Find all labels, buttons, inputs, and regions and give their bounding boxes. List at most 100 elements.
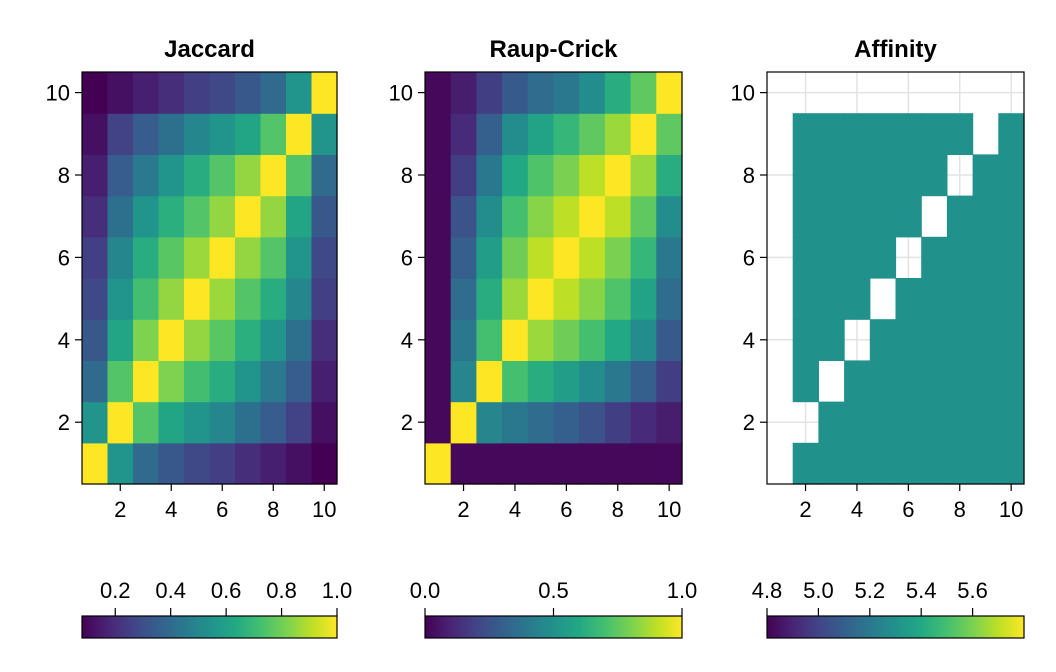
heatmap-cell — [235, 360, 262, 403]
heatmap-cell — [502, 278, 529, 320]
heatmap-cell — [450, 401, 477, 444]
heatmap-cell — [630, 195, 657, 238]
heatmap-cell — [844, 236, 871, 279]
heatmap-cell — [553, 154, 580, 197]
heatmap-cell — [579, 72, 606, 114]
heatmap-cell — [502, 195, 529, 238]
heatmap-cell — [286, 72, 313, 114]
heatmap-cell — [553, 319, 580, 361]
heatmap-cell — [818, 154, 845, 197]
x-tick-label: 8 — [267, 497, 279, 522]
heatmap-cell — [818, 442, 845, 485]
colorbar: 4.8 5.0 5.2 5.4 5.6 — [752, 578, 1025, 639]
heatmap-cell — [107, 278, 134, 320]
heatmap-cell — [818, 319, 845, 361]
heatmap-cell — [184, 236, 211, 279]
heatmap-cell — [476, 154, 503, 197]
heatmap-cell — [972, 195, 999, 238]
heatmap-cell — [792, 360, 819, 403]
heatmap-cell — [869, 319, 897, 361]
heatmap-cell — [476, 195, 503, 238]
colorbar-tick-label: 5.2 — [855, 578, 886, 603]
y-tick-label: 8 — [743, 163, 755, 188]
heatmap-cell — [604, 401, 632, 444]
heatmap-cell — [158, 319, 185, 361]
heatmap-cell — [260, 401, 287, 444]
heatmap-cell — [844, 278, 871, 320]
x-tick-label: 4 — [509, 497, 521, 522]
heatmap-cell — [450, 442, 477, 485]
panel-title: Raup-Crick — [489, 36, 618, 63]
heatmap-cell — [656, 195, 683, 238]
heatmap-cell — [158, 195, 185, 238]
heatmap-cell — [792, 113, 819, 155]
heatmap-cell — [869, 195, 897, 238]
heatmap-cell — [235, 113, 262, 155]
heatmap-cell — [311, 154, 338, 197]
heatmap-cell — [818, 236, 845, 279]
x-tick-label: 2 — [799, 497, 811, 522]
colorbar: 0.2 0.4 0.6 0.8 1.0 — [81, 578, 352, 639]
heatmap-cell — [895, 154, 922, 197]
heatmap-cell — [260, 236, 287, 279]
y-tick-label: 6 — [58, 245, 70, 270]
heatmap-cell — [260, 154, 287, 197]
heatmap-cell — [553, 278, 580, 320]
heatmap-cell — [184, 113, 211, 155]
heatmap-cell — [630, 319, 657, 361]
heatmap-cell — [209, 236, 236, 279]
heatmap-cell — [235, 319, 262, 361]
heatmap-cell — [579, 319, 606, 361]
heatmap-cell — [82, 236, 109, 279]
heatmap-cell — [107, 442, 134, 485]
colorbar-tick-label: 4.8 — [752, 578, 783, 603]
heatmap-cell — [527, 401, 555, 444]
heatmap-cell — [235, 195, 262, 238]
heatmap-cell — [133, 401, 160, 444]
colorbar-tick-label: 0.5 — [538, 578, 569, 603]
y-tick-label: 10 — [389, 81, 413, 106]
heatmap-cell — [630, 360, 657, 403]
heatmap-cell — [921, 319, 948, 361]
heatmap-cell — [425, 72, 452, 114]
x-tick-label: 4 — [851, 497, 863, 522]
heatmap-cell — [82, 442, 109, 485]
heatmap-cell — [209, 195, 236, 238]
heatmap-cell — [895, 442, 922, 485]
heatmap-cell — [604, 154, 632, 197]
heatmap-cell — [502, 401, 529, 444]
heatmap-cell — [656, 278, 683, 320]
heatmap-cell — [792, 319, 819, 361]
heatmap-cell — [82, 72, 109, 114]
heatmap-cell — [476, 236, 503, 279]
heatmap-cell — [869, 236, 897, 279]
heatmap-cell — [476, 360, 503, 403]
colorbar-tick-label: 0.8 — [266, 578, 297, 603]
heatmap-cell — [184, 154, 211, 197]
heatmap-cell — [286, 442, 313, 485]
heatmap-cell — [818, 278, 845, 320]
heatmap-cell — [579, 113, 606, 155]
y-tick-label: 8 — [58, 163, 70, 188]
heatmap-cell — [656, 401, 683, 444]
heatmap-cell — [425, 154, 452, 197]
heatmap-cell — [630, 278, 657, 320]
heatmap-cell — [998, 113, 1025, 155]
heatmap-cell — [450, 236, 477, 279]
heatmap-cell — [107, 72, 134, 114]
colorbar-tick-label: 0.4 — [155, 578, 186, 603]
heatmap-cell — [209, 360, 236, 403]
heatmap-cell — [133, 236, 160, 279]
y-tick-label: 4 — [743, 328, 755, 353]
heatmap-cell — [656, 236, 683, 279]
colorbar-tick-label: 5.0 — [803, 578, 834, 603]
y-tick-label: 6 — [743, 245, 755, 270]
heatmap-cell — [579, 401, 606, 444]
heatmap-cell — [235, 442, 262, 485]
heatmap-cell — [425, 319, 452, 361]
heatmap-cell — [502, 236, 529, 279]
heatmap-cell — [604, 360, 632, 403]
colorbar-tick-label: 1.0 — [667, 578, 698, 603]
heatmap-cell — [818, 113, 845, 155]
